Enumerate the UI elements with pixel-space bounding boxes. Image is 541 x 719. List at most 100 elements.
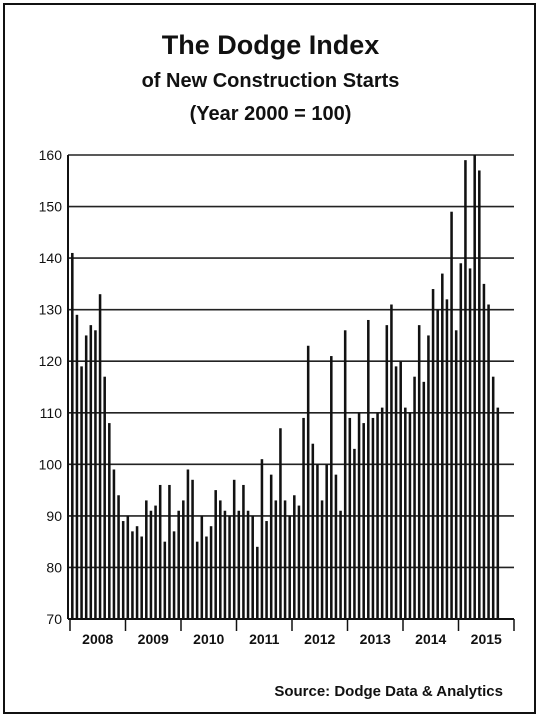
x-year-label: 2010	[193, 631, 224, 647]
bar	[482, 283, 486, 619]
bar	[163, 541, 167, 619]
bar	[200, 515, 204, 619]
bar	[293, 495, 296, 619]
bar	[408, 412, 412, 619]
bar	[260, 459, 264, 619]
bar	[71, 252, 74, 619]
bar	[334, 474, 338, 619]
bar	[306, 345, 310, 619]
bar	[246, 510, 250, 619]
bar	[491, 376, 495, 619]
bar	[135, 526, 139, 619]
bar	[459, 263, 463, 619]
y-tick-label: 110	[40, 405, 63, 421]
bar	[343, 330, 347, 619]
bar	[205, 536, 208, 619]
bar	[376, 412, 379, 619]
chart-source: Source: Dodge Data & Analytics	[274, 683, 503, 700]
bar	[232, 479, 236, 619]
bar	[117, 495, 120, 619]
x-year-label: 2011	[249, 631, 280, 647]
bar	[454, 330, 458, 619]
bar	[367, 319, 370, 619]
x-year-label: 2014	[415, 631, 446, 647]
bar	[94, 330, 97, 619]
bar	[362, 423, 365, 619]
y-tick-label: 100	[39, 456, 63, 472]
bar	[177, 510, 180, 619]
bar	[348, 417, 352, 619]
bar	[283, 500, 287, 619]
bar	[172, 531, 176, 619]
bar	[149, 510, 153, 619]
bar	[404, 407, 407, 619]
bar	[385, 325, 389, 619]
bar	[251, 515, 254, 619]
y-tick-label: 90	[46, 508, 62, 524]
x-year-label: 2013	[360, 631, 391, 647]
bar	[219, 500, 222, 619]
bar	[330, 356, 333, 619]
chart-title: The Dodge Index	[161, 30, 380, 60]
bar	[450, 211, 453, 619]
bar	[121, 521, 125, 619]
bar	[468, 268, 472, 619]
bar	[380, 407, 384, 619]
bar	[242, 484, 245, 619]
y-tick-label: 70	[46, 611, 62, 627]
bar	[89, 325, 93, 619]
bar	[417, 325, 421, 619]
bar	[145, 500, 148, 619]
bar	[103, 376, 106, 619]
y-tick-label: 130	[39, 302, 63, 318]
bar	[214, 490, 217, 619]
bar	[487, 304, 490, 619]
bar	[478, 170, 481, 619]
bar	[431, 289, 435, 619]
x-year-label: 2008	[82, 631, 113, 647]
bar	[228, 515, 231, 619]
bar	[237, 510, 241, 619]
bar	[297, 505, 301, 619]
bar	[357, 412, 361, 619]
bar	[445, 299, 449, 619]
y-tick-label: 120	[39, 353, 63, 369]
bar	[108, 423, 111, 619]
bar	[265, 521, 268, 619]
y-tick-label: 140	[39, 250, 63, 266]
bar	[80, 366, 83, 619]
bar	[339, 510, 342, 619]
y-tick-label: 160	[39, 147, 63, 163]
bar	[209, 526, 213, 619]
x-year-label: 2009	[138, 631, 169, 647]
bar	[131, 531, 134, 619]
bar	[496, 407, 500, 619]
bar	[154, 505, 157, 619]
bar	[256, 546, 259, 619]
bar	[422, 381, 426, 619]
bar	[441, 273, 444, 619]
bar	[353, 448, 356, 619]
bar	[390, 304, 393, 619]
x-year-label: 2012	[304, 631, 335, 647]
bar	[186, 469, 190, 619]
bar	[84, 335, 88, 619]
bar	[279, 428, 282, 619]
bar	[269, 474, 273, 619]
bar	[112, 469, 116, 619]
bar	[302, 417, 305, 619]
bar	[191, 479, 194, 619]
bar	[325, 464, 328, 619]
bar	[288, 515, 291, 619]
bar	[413, 376, 416, 619]
chart-subtitle-baseline: (Year 2000 = 100)	[189, 103, 352, 125]
chart-subtitle: of New Construction Starts	[141, 70, 400, 92]
x-year-label: 2015	[471, 631, 502, 647]
bar	[316, 464, 319, 619]
bar	[98, 294, 102, 619]
bar	[140, 536, 143, 619]
bar	[274, 500, 278, 619]
bar	[223, 510, 227, 619]
bar	[464, 160, 467, 619]
y-tick-label: 80	[46, 559, 62, 575]
